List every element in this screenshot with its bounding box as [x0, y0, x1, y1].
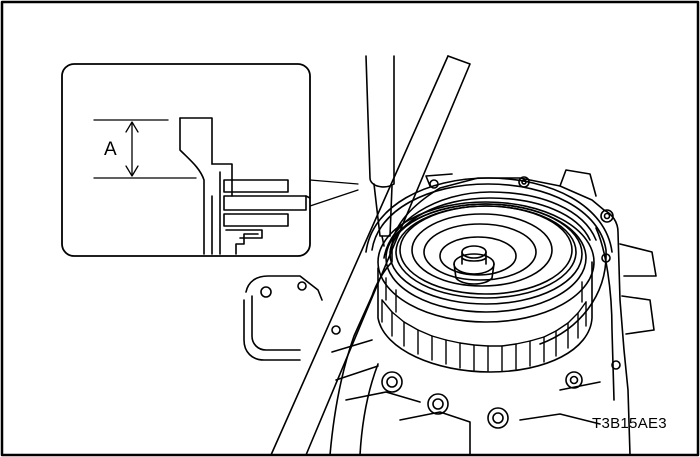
detail-inset [61, 63, 311, 257]
figure-code: T3B15AE3 [592, 415, 667, 432]
clutch-assembly [365, 177, 613, 373]
detail-leader [309, 179, 359, 207]
transmission-housing [243, 169, 657, 456]
feeler-gauge [270, 55, 471, 456]
dimension-label-a: A [104, 139, 117, 160]
straight-edge-tool [365, 55, 395, 247]
